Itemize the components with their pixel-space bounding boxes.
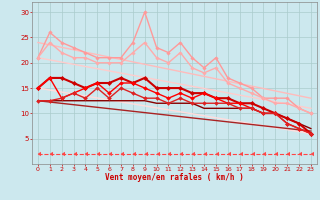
X-axis label: Vent moyen/en rafales ( km/h ): Vent moyen/en rafales ( km/h ) bbox=[105, 173, 244, 182]
